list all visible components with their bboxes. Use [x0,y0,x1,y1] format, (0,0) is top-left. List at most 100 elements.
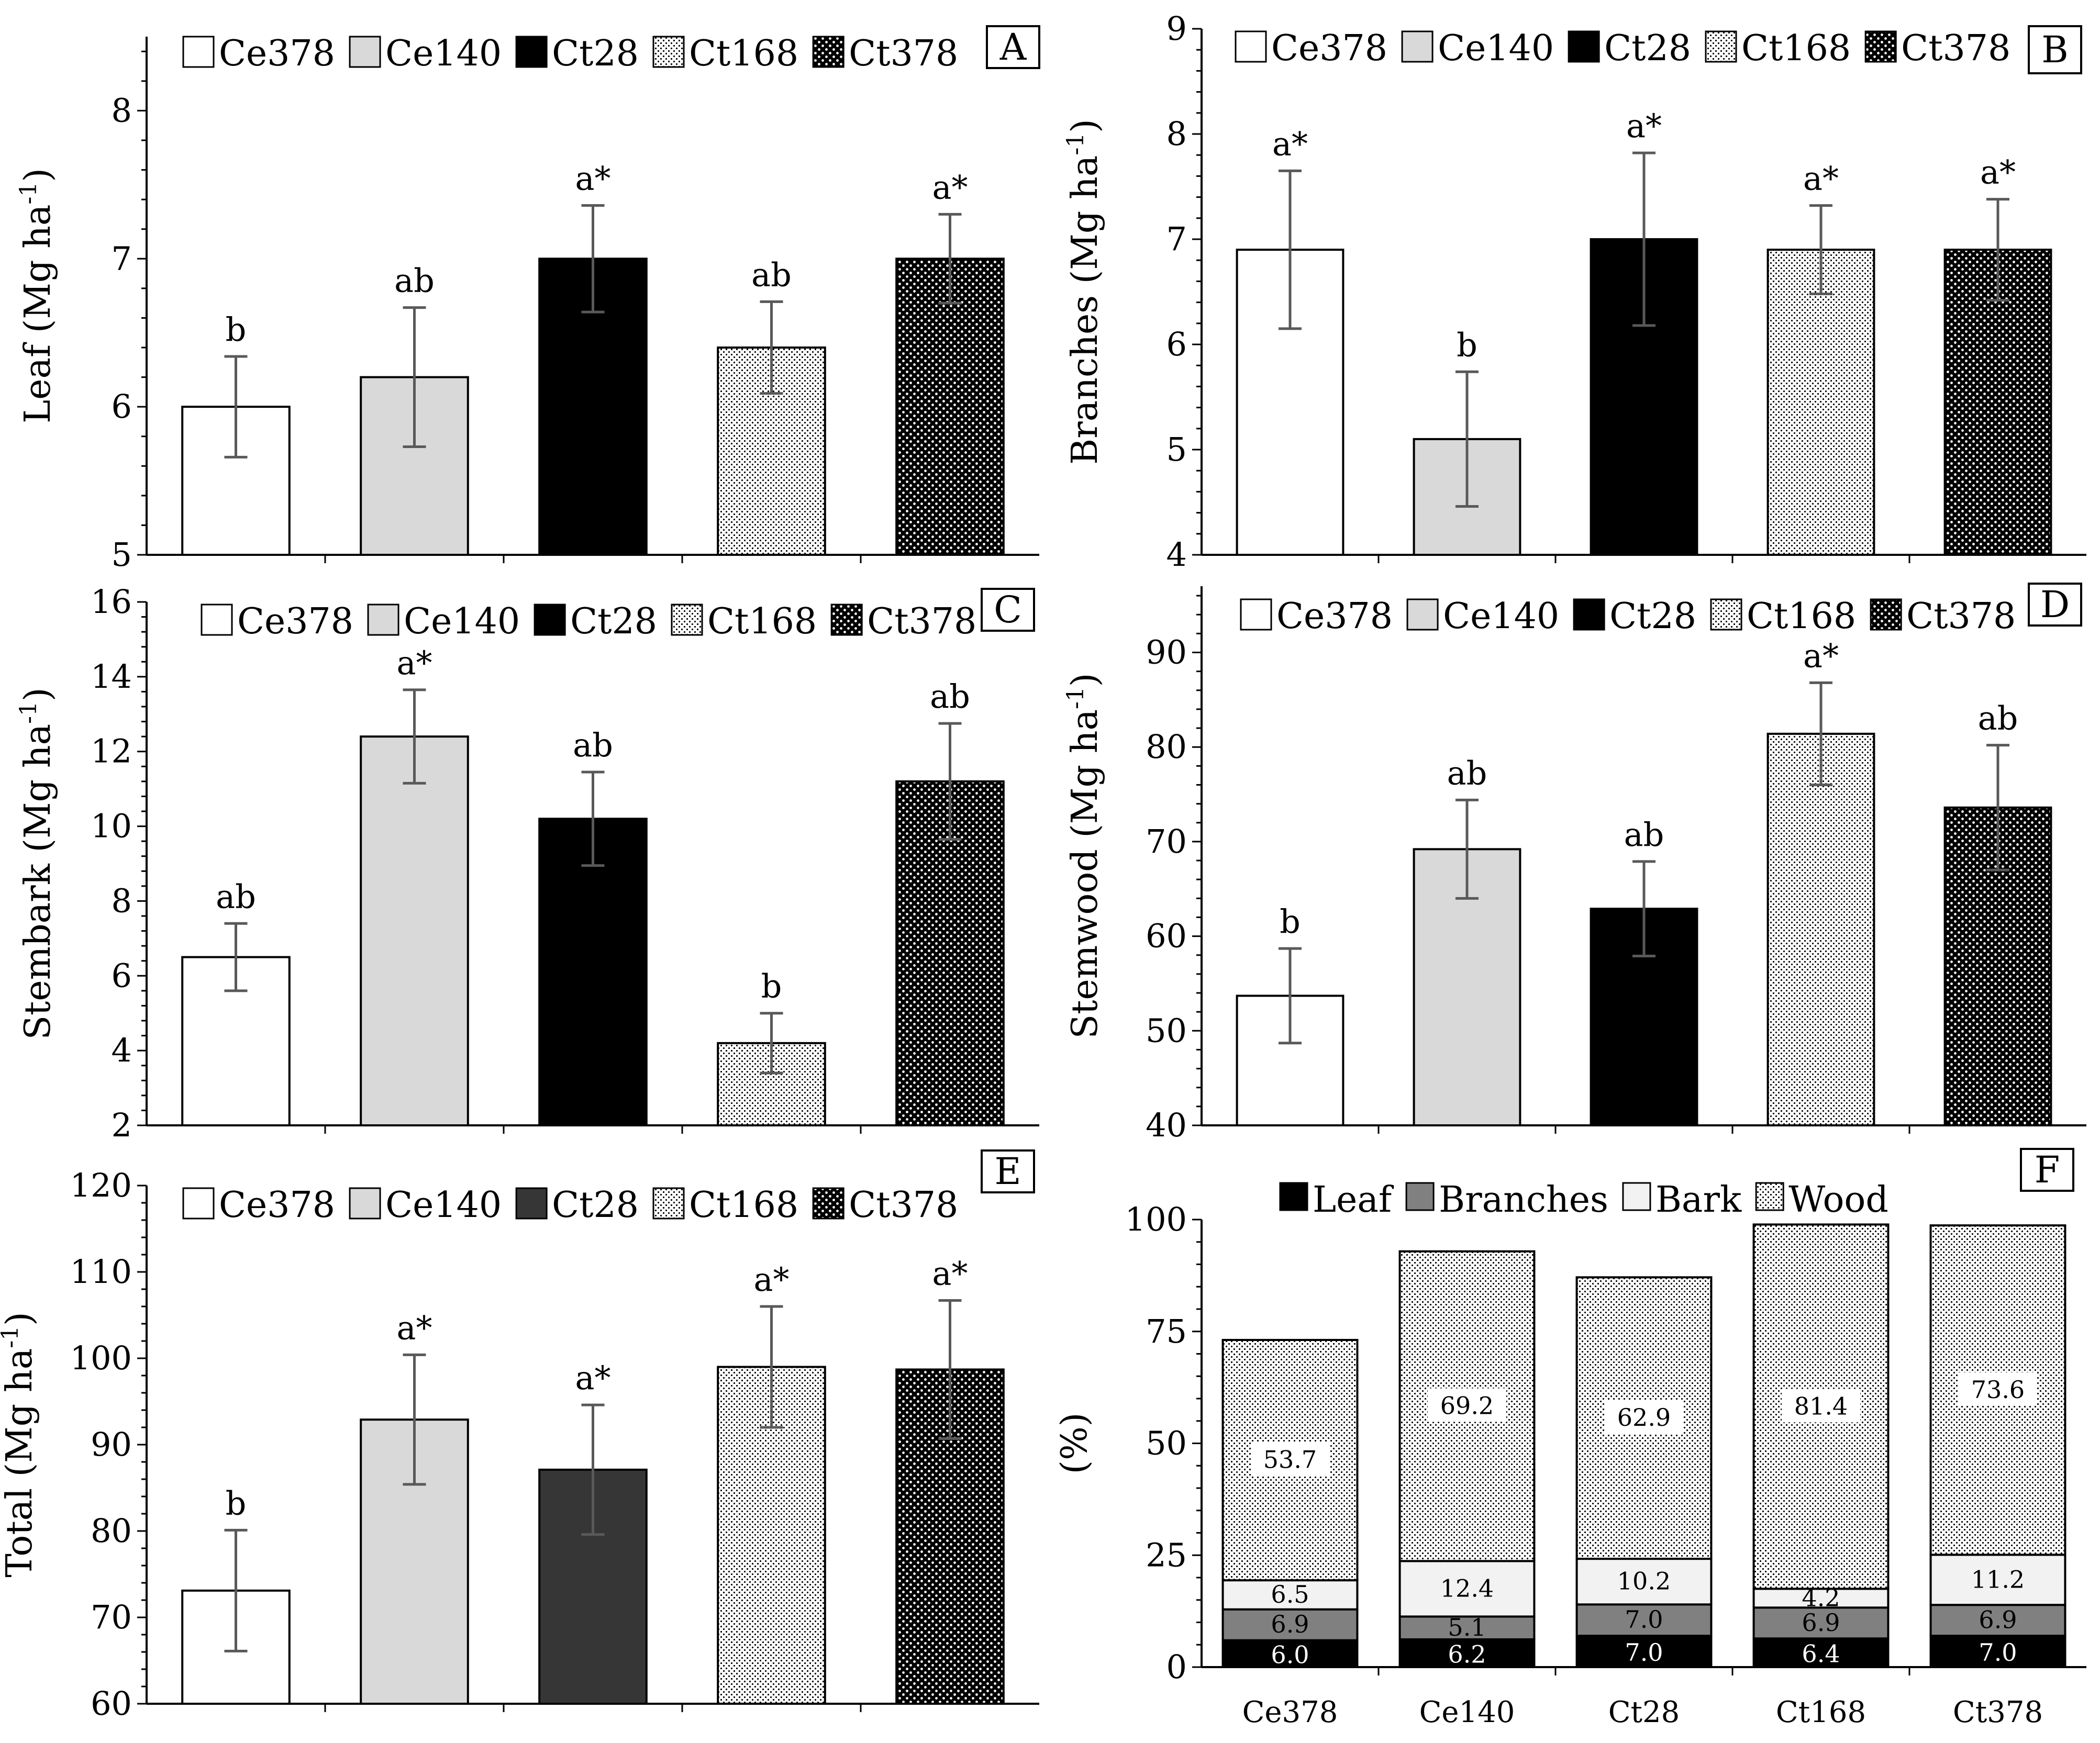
panel-letter: E [994,1150,1021,1193]
y-label-main: (%) [1054,1413,1095,1474]
legend: Ce378 Ce140 Ct28 Ct168 Ct378 [1240,596,2016,637]
y-tick-label: 60 [91,1684,132,1723]
y-tick-label: 25 [1146,1536,1187,1574]
significance-label: ab [573,726,613,764]
panel-letter: F [2035,1148,2060,1191]
legend-swatch [1710,598,1742,631]
legend-swatch [1240,598,1272,631]
legend: Leaf Branches Bark Wood [1279,1179,1888,1221]
legend: Ce378 Ce140 Ct28 Ct168 Ct378 [182,33,958,74]
significance-label: ab [216,877,256,915]
segment-bark [1575,1558,1713,1606]
value-label: 6.5 [1271,1580,1309,1608]
segment-bark [1398,1560,1536,1618]
significance-label: a* [397,1309,432,1347]
y-tick-label: 5 [1166,430,1187,468]
value-label-bg [1251,1442,1329,1476]
value-label: 7.0 [1625,1638,1663,1667]
y-tick-label: 2 [112,1106,132,1144]
legend-swatch [201,604,233,636]
y-label-close: ) [17,687,59,701]
y-label-sup: -1 [0,1326,24,1348]
x-category-label: Ce140 [1419,1695,1515,1729]
legend-swatch [534,604,566,636]
legend-label: Ct378 [849,1185,958,1226]
legend-swatch [830,604,863,636]
segment-leaf [1752,1637,1890,1669]
value-label-bg [1959,1372,2037,1406]
y-label-main: Stembark (Mg ha [17,724,59,1040]
panel-letter-box [981,588,1035,632]
y-tick-label: 6 [112,956,132,995]
y-tick-label: 0 [1166,1648,1187,1686]
significance-label: a* [1980,153,2016,192]
value-label: 62.9 [1617,1403,1671,1432]
y-label-close: ) [17,168,59,182]
legend-label: Ct28 [552,33,639,74]
legend-swatch [1406,598,1439,631]
bar-ce140 [360,735,469,1126]
value-label: 10.2 [1617,1567,1671,1595]
legend-label: Ce140 [1438,28,1554,69]
significance-label: b [226,310,247,349]
legend-label: Ct168 [689,33,798,74]
legend-swatch [1755,1182,1784,1211]
legend-swatch [652,36,685,68]
y-tick-label: 80 [91,1512,132,1550]
legend-label: Ct28 [1609,596,1696,637]
y-tick-label: 50 [1146,1011,1187,1049]
legend-label: Ct168 [689,1185,798,1226]
significance-label: a* [754,1260,790,1299]
segment-leaf [1929,1635,2066,1668]
y-tick-label: 12 [91,732,132,770]
bar-ct168 [1766,249,1875,556]
y-tick-label: 100 [70,1339,132,1377]
panel-letter: D [2040,583,2070,626]
panel-letter: B [2041,28,2068,71]
legend-label: Bark [1655,1179,1742,1221]
legend-swatch [652,1187,685,1220]
significance-label: ab [1624,815,1664,854]
legend-swatch [1864,30,1897,63]
segment-branches [1575,1603,1713,1637]
panel-letter-box [986,25,1040,69]
y-label-main: Total (Mg ha [0,1348,40,1578]
y-tick-label: 120 [70,1166,132,1204]
y-label-main: Leaf (Mg ha [17,205,59,423]
legend-swatch [1870,598,1902,631]
legend-label: Ce378 [219,33,335,74]
y-tick-label: 40 [1146,1106,1187,1144]
legend-swatch [1622,1182,1651,1211]
y-tick-label: 4 [112,1031,132,1069]
legend-label: Ce140 [1443,596,1559,637]
y-label-sup: -1 [1062,687,1089,709]
y-axis-label: Stemwood (Mg ha-1) [1062,673,1106,1039]
y-tick-label: 6 [112,387,132,426]
significance-label: a* [575,1359,611,1397]
legend-label: Wood [1788,1179,1888,1221]
legend-swatch [1279,1182,1308,1211]
y-label-sup: -1 [15,182,42,205]
legend-swatch [349,1187,381,1220]
value-label: 11.2 [1971,1565,2025,1593]
legend-label: Ce378 [1271,28,1387,69]
y-tick-label: 8 [112,91,132,129]
y-label-sup: -1 [15,701,42,724]
significance-label: a* [1803,636,1839,675]
significance-label: a* [575,159,611,197]
y-tick-label: 90 [1146,633,1187,671]
bar-ct168 [717,1042,826,1127]
value-label: 5.1 [1448,1613,1486,1641]
x-category-label: Ct378 [1953,1695,2043,1729]
legend-label: Ct168 [1747,596,1856,637]
legend-swatch [515,1187,548,1220]
value-label: 73.6 [1971,1376,2025,1404]
significance-label: b [761,967,782,1005]
y-tick-label: 70 [91,1598,132,1636]
value-label: 6.4 [1802,1640,1840,1668]
y-tick-label: 4 [1166,535,1187,574]
value-label: 6.9 [1271,1610,1309,1638]
y-tick-label: 75 [1146,1312,1187,1350]
